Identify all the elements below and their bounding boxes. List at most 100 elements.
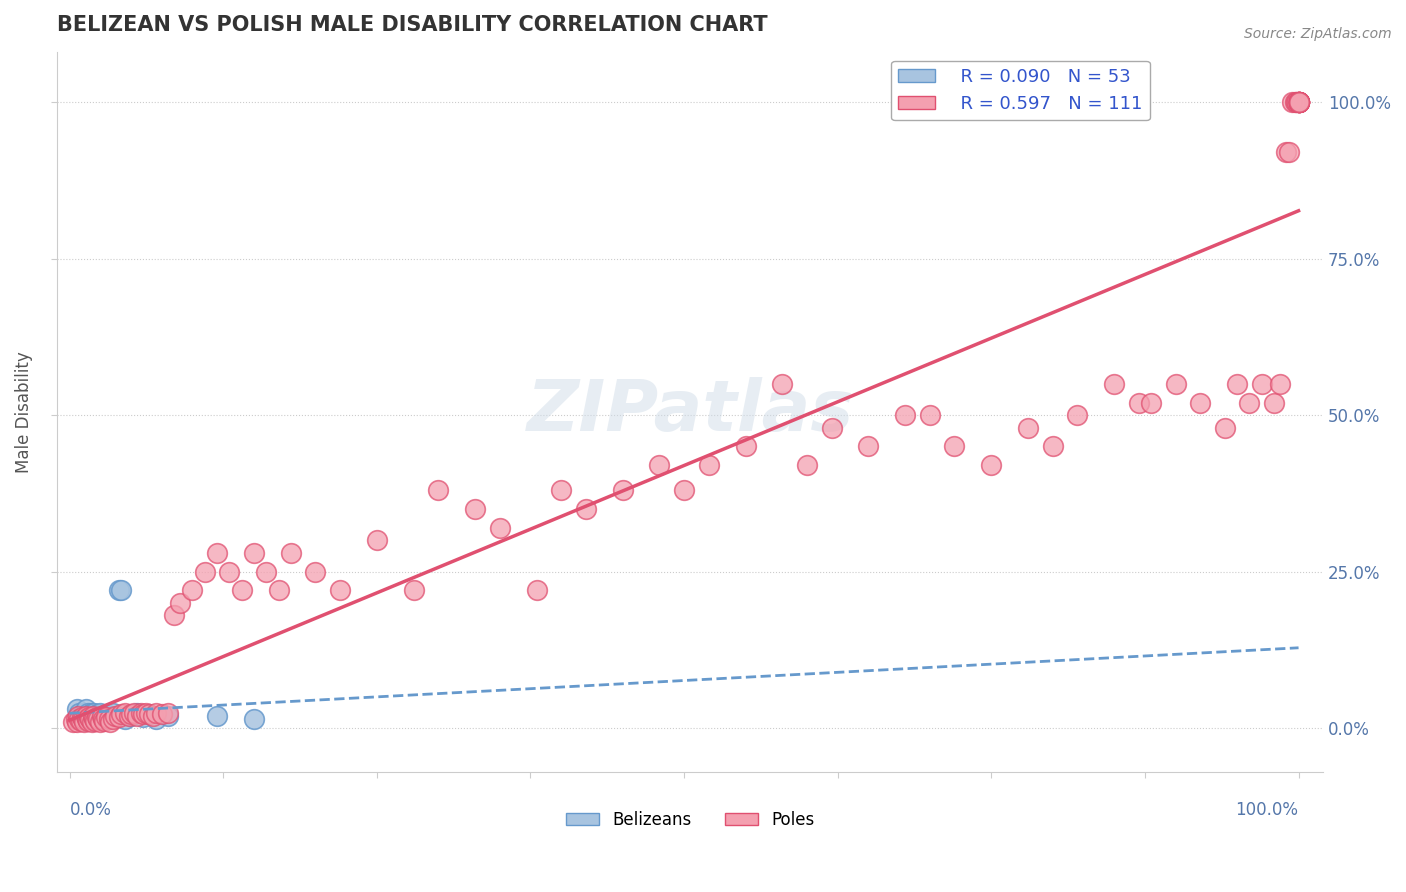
Point — [79, 707, 101, 722]
Point — [69, 712, 91, 726]
Point — [1284, 95, 1306, 109]
Point — [98, 708, 121, 723]
Point — [329, 583, 352, 598]
Point — [91, 712, 114, 726]
Point — [80, 706, 103, 720]
Point — [83, 708, 105, 723]
Point — [280, 546, 302, 560]
Point — [1288, 95, 1310, 109]
Point — [1288, 95, 1310, 109]
Point — [267, 583, 290, 598]
Point — [104, 710, 127, 724]
Point — [84, 712, 107, 726]
Point — [104, 708, 127, 723]
Point — [90, 712, 112, 726]
Point — [150, 707, 173, 722]
Point — [894, 408, 917, 422]
Point — [427, 483, 450, 498]
Point — [87, 712, 110, 726]
Point — [156, 708, 179, 723]
Point — [1239, 395, 1261, 409]
Point — [1288, 95, 1310, 109]
Point — [107, 583, 129, 598]
Point — [770, 376, 793, 391]
Point — [142, 708, 165, 723]
Point — [62, 714, 84, 729]
Point — [1288, 95, 1310, 109]
Point — [858, 439, 880, 453]
Y-axis label: Male Disability: Male Disability — [15, 351, 32, 473]
Point — [127, 708, 149, 723]
Point — [73, 706, 96, 720]
Point — [231, 583, 253, 598]
Point — [117, 708, 139, 723]
Point — [72, 708, 94, 723]
Point — [135, 706, 157, 720]
Point — [80, 714, 103, 729]
Point — [75, 710, 97, 724]
Point — [488, 521, 510, 535]
Point — [243, 712, 266, 726]
Point — [304, 565, 326, 579]
Point — [1281, 95, 1303, 109]
Point — [145, 712, 167, 726]
Point — [366, 533, 388, 548]
Text: 100.0%: 100.0% — [1236, 801, 1299, 819]
Point — [86, 712, 108, 726]
Point — [69, 714, 91, 728]
Point — [796, 458, 818, 472]
Point — [66, 714, 89, 729]
Point — [205, 708, 228, 723]
Point — [77, 714, 100, 728]
Point — [1140, 395, 1163, 409]
Point — [145, 706, 167, 720]
Point — [82, 710, 104, 724]
Point — [89, 714, 111, 729]
Point — [120, 707, 142, 722]
Text: ZIPatlas: ZIPatlas — [526, 377, 853, 446]
Point — [138, 707, 160, 722]
Point — [89, 710, 111, 724]
Point — [114, 712, 136, 726]
Point — [918, 408, 941, 422]
Point — [575, 502, 598, 516]
Point — [1128, 395, 1150, 409]
Point — [70, 707, 93, 722]
Point — [1288, 95, 1310, 109]
Point — [1017, 420, 1039, 434]
Point — [77, 710, 100, 724]
Point — [101, 706, 124, 720]
Point — [138, 707, 160, 722]
Point — [96, 710, 118, 724]
Point — [70, 710, 93, 724]
Point — [67, 706, 90, 720]
Point — [84, 714, 107, 728]
Point — [79, 712, 101, 726]
Point — [1288, 95, 1310, 109]
Point — [72, 714, 94, 728]
Text: Source: ZipAtlas.com: Source: ZipAtlas.com — [1244, 27, 1392, 41]
Point — [1285, 95, 1308, 109]
Point — [76, 712, 98, 726]
Point — [697, 458, 720, 472]
Point — [77, 710, 100, 724]
Point — [156, 706, 179, 720]
Text: BELIZEAN VS POLISH MALE DISABILITY CORRELATION CHART: BELIZEAN VS POLISH MALE DISABILITY CORRE… — [58, 15, 768, 35]
Point — [70, 710, 93, 724]
Point — [73, 714, 96, 729]
Point — [84, 710, 107, 724]
Point — [181, 583, 204, 598]
Point — [1066, 408, 1088, 422]
Point — [82, 708, 104, 723]
Point — [194, 565, 217, 579]
Point — [820, 420, 842, 434]
Point — [1102, 376, 1125, 391]
Point — [464, 502, 486, 516]
Point — [673, 483, 696, 498]
Point — [67, 708, 90, 723]
Point — [402, 583, 425, 598]
Point — [93, 710, 115, 724]
Point — [1268, 376, 1291, 391]
Point — [243, 546, 266, 560]
Point — [96, 707, 118, 722]
